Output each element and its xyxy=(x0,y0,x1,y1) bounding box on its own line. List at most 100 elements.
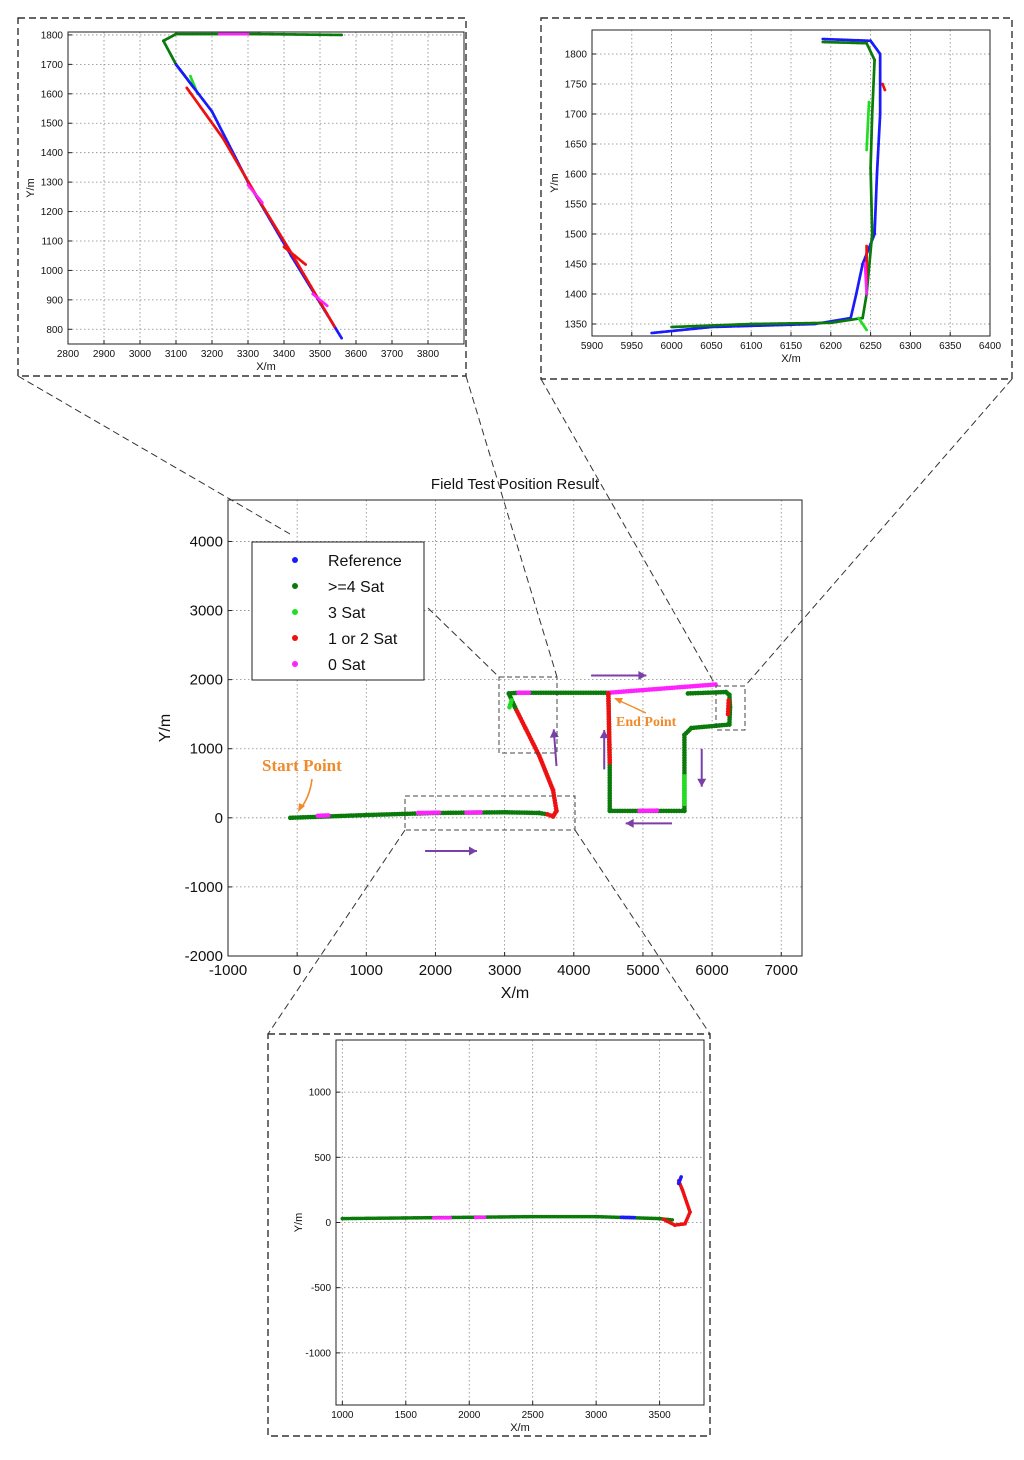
data-point xyxy=(726,698,731,703)
y-tick-label: -1000 xyxy=(305,1348,331,1359)
zoom-connector-line xyxy=(540,378,717,687)
x-tick-label: 6400 xyxy=(979,341,1002,352)
y-tick-label: -2000 xyxy=(185,948,223,965)
x-axis-label: X/m xyxy=(501,985,529,1002)
zoom-connector-line xyxy=(17,375,291,535)
zoom-connector-line xyxy=(465,375,558,678)
x-tick-label: 4000 xyxy=(557,962,590,979)
data-point xyxy=(632,1215,637,1220)
data-point xyxy=(606,691,611,696)
data-point xyxy=(883,88,887,92)
x-axis-label: X/m xyxy=(781,353,801,365)
legend-entry: 3 Sat xyxy=(328,605,366,622)
data-point xyxy=(333,324,336,328)
x-tick-label: 2800 xyxy=(57,349,80,360)
trajectory-points xyxy=(162,32,343,340)
legend-marker xyxy=(292,557,298,563)
inset-frame xyxy=(267,1033,711,1437)
y-tick-label: 1450 xyxy=(565,260,588,271)
grid-lines xyxy=(336,1040,704,1405)
x-tick-label: 2500 xyxy=(522,1410,545,1421)
zoom-connector-line xyxy=(427,607,500,678)
y-tick-label: 2000 xyxy=(190,672,223,689)
data-point xyxy=(682,801,687,807)
x-tick-label: 1500 xyxy=(395,1410,418,1421)
x-tick-label: 3100 xyxy=(165,349,188,360)
legend-marker xyxy=(292,583,298,589)
y-tick-label: 1000 xyxy=(190,741,223,758)
inset-frame xyxy=(540,17,1013,380)
zoom-region-box xyxy=(498,676,558,754)
y-tick-label: 1800 xyxy=(565,50,588,61)
data-point xyxy=(654,808,660,813)
data-point xyxy=(478,810,483,815)
data-point xyxy=(261,201,264,205)
data-point xyxy=(865,292,869,296)
x-tick-label: 2900 xyxy=(93,349,116,360)
data-point xyxy=(436,810,442,815)
legend-entry: Reference xyxy=(328,553,402,570)
main-position-chart: -1000 0 1000 2000 3000 4000 5000 6000 7000-2000-… xyxy=(157,476,803,1002)
end-point-pointer xyxy=(619,700,647,714)
legend-marker xyxy=(292,609,298,615)
legend-entry: 0 Sat xyxy=(328,657,366,674)
data-point xyxy=(304,263,307,266)
inset-frame xyxy=(17,17,467,377)
direction-arrow-head xyxy=(638,670,647,680)
start-point-label: Start Point xyxy=(262,756,342,775)
x-tick-label: 6300 xyxy=(899,341,922,352)
start-point-pointer-head xyxy=(298,803,305,812)
direction-arrow-head xyxy=(468,846,477,856)
y-tick-label: 1400 xyxy=(565,290,588,301)
legend: Reference >=4 Sat 3 Sat 1 or 2 Sat 0 Sat xyxy=(251,541,425,681)
zoom-connector-line xyxy=(267,829,406,1035)
direction-arrow-head xyxy=(697,778,707,787)
inset-chart-bottom: 1000 1500 2000 2500 3000 3500 -1000 -500 0 500 100… xyxy=(267,1033,711,1437)
y-tick-label: 1400 xyxy=(41,148,64,159)
data-point xyxy=(340,336,343,340)
x-tick-label: -1000 xyxy=(209,962,247,979)
y-tick-label: 1600 xyxy=(565,170,588,181)
zoom-region-box xyxy=(715,685,746,731)
y-axis-label: Y/m xyxy=(25,178,37,198)
data-point xyxy=(448,1216,453,1220)
y-axis-label: Y/m xyxy=(549,173,561,193)
inset-chart-top-right: 5900 5950 6000 6050 6100 6150 6200 6250 6300 6350… xyxy=(540,17,1013,380)
grid-lines xyxy=(67,32,464,344)
x-tick-label: 1000 xyxy=(331,1410,354,1421)
x-tick-label: 3000 xyxy=(129,349,152,360)
y-tick-label: 1000 xyxy=(309,1088,332,1099)
y-tick-label: 900 xyxy=(46,295,63,306)
x-tick-label: 3000 xyxy=(488,962,521,979)
inset-chart-top-left: 2800 2900 3000 3100 3200 3300 3400 3500 3600 3700… xyxy=(17,17,467,377)
data-point xyxy=(865,148,869,152)
y-tick-label: 4000 xyxy=(190,533,223,550)
direction-arrow-head xyxy=(599,730,609,739)
x-tick-label: 3800 xyxy=(417,349,440,360)
y-tick-label: 1700 xyxy=(41,60,64,71)
axes-box xyxy=(227,499,803,957)
data-point xyxy=(679,1175,683,1179)
data-point xyxy=(246,32,250,36)
x-tick-label: 1000 xyxy=(350,962,383,979)
x-tick-label: 3700 xyxy=(381,349,404,360)
zoom-regions xyxy=(404,676,746,831)
y-tick-label: -500 xyxy=(311,1283,331,1294)
axes-box xyxy=(67,31,465,345)
y-tick-label: 1600 xyxy=(41,89,64,100)
data-point xyxy=(509,698,514,703)
chart-title: Field Test Position Result xyxy=(431,476,600,493)
data-point xyxy=(865,328,869,332)
y-tick-label: 3000 xyxy=(190,603,223,620)
y-axis-label: Y/m xyxy=(157,714,174,742)
y-tick-label: 0 xyxy=(215,810,223,827)
x-tick-label: 6150 xyxy=(780,341,803,352)
zoom-connector-lines xyxy=(17,375,1013,1035)
legend-marker xyxy=(292,661,298,667)
y-tick-label: -1000 xyxy=(185,879,223,896)
end-point-label: End Point xyxy=(616,715,677,730)
y-tick-label: 1800 xyxy=(41,30,64,41)
y-tick-label: 1500 xyxy=(565,230,588,241)
x-tick-label: 3000 xyxy=(585,1410,608,1421)
legend-box xyxy=(251,541,425,681)
